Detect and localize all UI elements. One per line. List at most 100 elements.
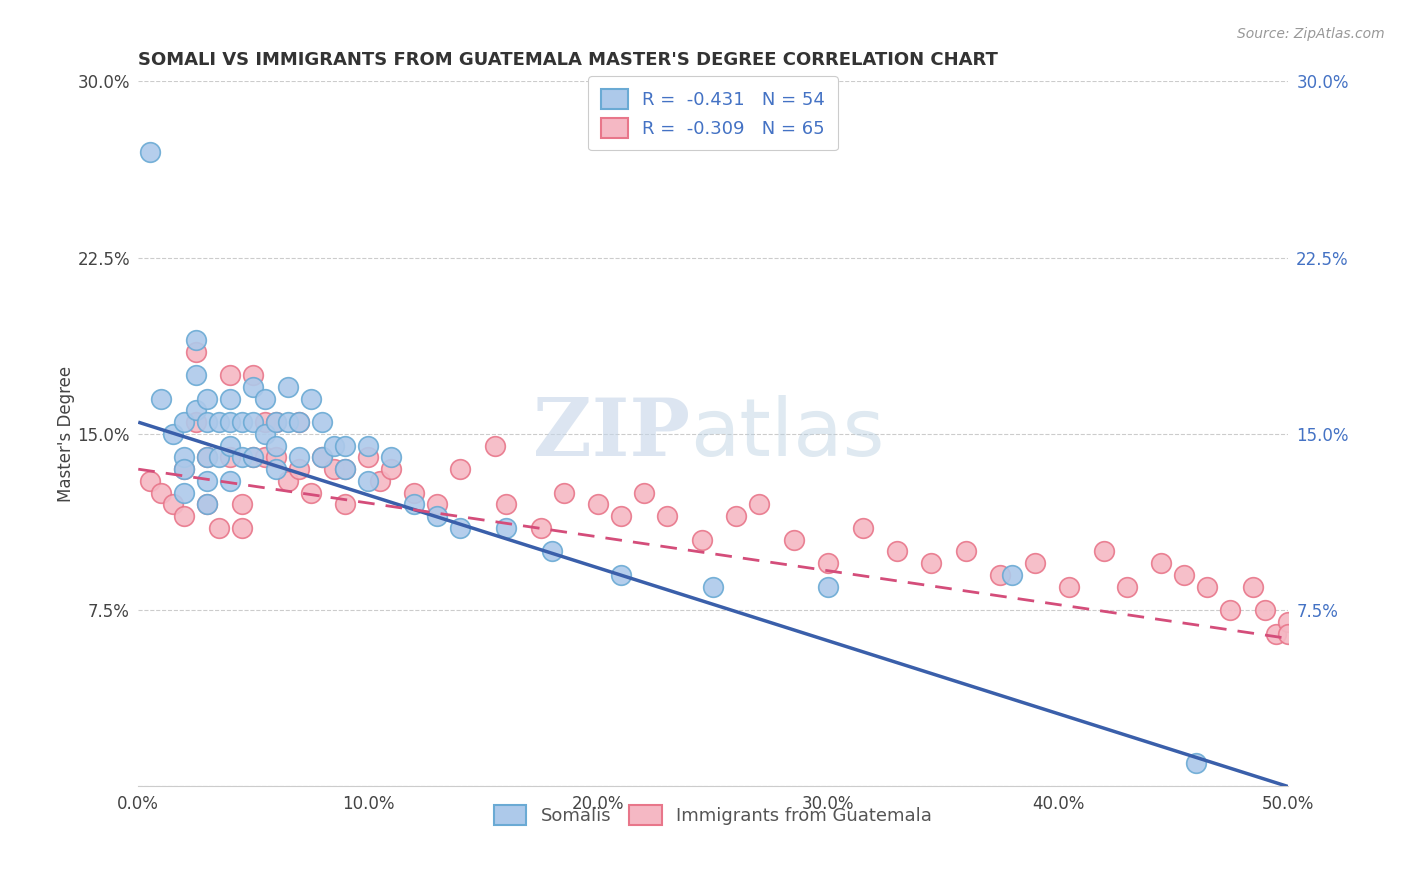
Point bbox=[655, 509, 678, 524]
Point bbox=[195, 498, 218, 512]
Text: ZIP: ZIP bbox=[533, 395, 690, 473]
Point bbox=[990, 568, 1012, 582]
Point bbox=[782, 533, 804, 547]
Point bbox=[311, 415, 333, 429]
Point bbox=[426, 498, 449, 512]
Point bbox=[264, 450, 287, 465]
Point bbox=[242, 450, 264, 465]
Point bbox=[404, 498, 426, 512]
Point bbox=[690, 533, 713, 547]
Point bbox=[195, 474, 218, 488]
Point bbox=[208, 450, 231, 465]
Point bbox=[173, 415, 195, 429]
Point bbox=[195, 392, 218, 406]
Point bbox=[633, 485, 655, 500]
Point bbox=[921, 556, 943, 570]
Point bbox=[242, 450, 264, 465]
Point bbox=[1059, 580, 1081, 594]
Point bbox=[264, 415, 287, 429]
Point bbox=[277, 380, 299, 394]
Point bbox=[231, 415, 253, 429]
Point bbox=[219, 439, 242, 453]
Point bbox=[253, 450, 276, 465]
Point bbox=[162, 498, 184, 512]
Point bbox=[380, 462, 402, 476]
Point bbox=[277, 474, 299, 488]
Point bbox=[242, 368, 264, 383]
Point bbox=[173, 462, 195, 476]
Point bbox=[299, 485, 322, 500]
Point bbox=[195, 450, 218, 465]
Point bbox=[288, 415, 311, 429]
Point bbox=[1001, 568, 1024, 582]
Point bbox=[851, 521, 873, 535]
Text: Source: ZipAtlas.com: Source: ZipAtlas.com bbox=[1237, 27, 1385, 41]
Point bbox=[1185, 756, 1208, 770]
Point bbox=[231, 450, 253, 465]
Point bbox=[139, 145, 162, 159]
Point bbox=[311, 450, 333, 465]
Point bbox=[139, 474, 162, 488]
Point bbox=[817, 580, 839, 594]
Point bbox=[484, 439, 506, 453]
Point bbox=[242, 415, 264, 429]
Point bbox=[1219, 603, 1241, 617]
Point bbox=[322, 439, 344, 453]
Point bbox=[368, 474, 391, 488]
Point bbox=[253, 392, 276, 406]
Point bbox=[299, 392, 322, 406]
Point bbox=[553, 485, 575, 500]
Point bbox=[886, 544, 908, 558]
Point bbox=[357, 450, 380, 465]
Point bbox=[219, 368, 242, 383]
Point bbox=[610, 509, 633, 524]
Point bbox=[1241, 580, 1264, 594]
Y-axis label: Master's Degree: Master's Degree bbox=[58, 366, 75, 502]
Point bbox=[219, 415, 242, 429]
Point bbox=[253, 426, 276, 441]
Point bbox=[1024, 556, 1046, 570]
Point bbox=[219, 392, 242, 406]
Point bbox=[242, 380, 264, 394]
Point bbox=[253, 415, 276, 429]
Point bbox=[610, 568, 633, 582]
Point bbox=[357, 439, 380, 453]
Point bbox=[195, 498, 218, 512]
Point bbox=[288, 450, 311, 465]
Point bbox=[335, 462, 357, 476]
Point bbox=[1254, 603, 1277, 617]
Point bbox=[748, 498, 770, 512]
Point bbox=[586, 498, 609, 512]
Point bbox=[1150, 556, 1173, 570]
Point bbox=[288, 415, 311, 429]
Point bbox=[173, 450, 195, 465]
Point bbox=[1092, 544, 1115, 558]
Point bbox=[173, 462, 195, 476]
Point bbox=[173, 485, 195, 500]
Point bbox=[449, 521, 471, 535]
Point bbox=[1277, 615, 1299, 629]
Point bbox=[955, 544, 977, 558]
Point bbox=[264, 439, 287, 453]
Point bbox=[1277, 626, 1299, 640]
Point bbox=[357, 474, 380, 488]
Point bbox=[208, 521, 231, 535]
Point bbox=[219, 450, 242, 465]
Text: atlas: atlas bbox=[690, 395, 884, 473]
Point bbox=[1173, 568, 1195, 582]
Point bbox=[231, 521, 253, 535]
Point bbox=[195, 450, 218, 465]
Point bbox=[173, 509, 195, 524]
Point bbox=[277, 415, 299, 429]
Legend: Somalis, Immigrants from Guatemala: Somalis, Immigrants from Guatemala bbox=[485, 796, 941, 834]
Point bbox=[264, 415, 287, 429]
Point bbox=[495, 498, 517, 512]
Point bbox=[288, 462, 311, 476]
Point bbox=[495, 521, 517, 535]
Point bbox=[335, 439, 357, 453]
Point bbox=[184, 368, 207, 383]
Point bbox=[219, 474, 242, 488]
Point bbox=[311, 450, 333, 465]
Point bbox=[335, 462, 357, 476]
Point bbox=[150, 485, 173, 500]
